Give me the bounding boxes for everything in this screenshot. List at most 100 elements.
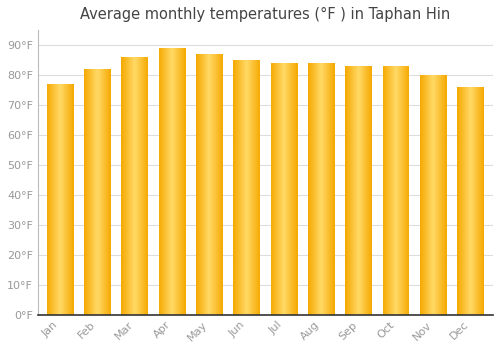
Bar — [245, 60, 246, 315]
Bar — [167, 48, 168, 315]
Bar — [109, 69, 110, 315]
Bar — [242, 60, 244, 315]
Bar — [59, 84, 60, 315]
Bar — [408, 66, 409, 315]
Bar — [284, 63, 285, 315]
Bar — [278, 63, 280, 315]
Bar — [295, 63, 296, 315]
Bar — [173, 48, 174, 315]
Bar — [434, 75, 436, 315]
Bar — [66, 84, 67, 315]
Bar — [219, 54, 220, 315]
Bar — [129, 57, 130, 315]
Bar — [58, 84, 59, 315]
Bar — [396, 66, 398, 315]
Bar — [215, 54, 216, 315]
Bar — [445, 75, 446, 315]
Bar — [249, 60, 250, 315]
Bar — [480, 87, 482, 315]
Bar — [466, 87, 468, 315]
Bar — [297, 63, 298, 315]
Bar — [175, 48, 176, 315]
Bar — [316, 63, 318, 315]
Bar — [73, 84, 74, 315]
Bar — [470, 87, 472, 315]
Bar — [100, 69, 101, 315]
Bar — [99, 69, 100, 315]
Bar — [388, 66, 390, 315]
Bar — [92, 69, 93, 315]
Bar — [366, 66, 367, 315]
Bar — [145, 57, 146, 315]
Bar — [143, 57, 144, 315]
Bar — [55, 84, 56, 315]
Bar — [288, 63, 289, 315]
Bar — [142, 57, 143, 315]
Bar — [382, 66, 384, 315]
Bar — [57, 84, 58, 315]
Bar — [483, 87, 484, 315]
Bar — [71, 84, 72, 315]
Bar — [198, 54, 200, 315]
Bar — [251, 60, 252, 315]
Bar — [292, 63, 293, 315]
Bar — [420, 75, 422, 315]
Bar — [460, 87, 462, 315]
Bar — [458, 87, 459, 315]
Bar — [247, 60, 248, 315]
Bar — [398, 66, 400, 315]
Bar — [364, 66, 365, 315]
Bar — [220, 54, 221, 315]
Bar — [312, 63, 314, 315]
Bar — [49, 84, 50, 315]
Bar — [136, 57, 137, 315]
Bar — [294, 63, 295, 315]
Bar — [478, 87, 480, 315]
Bar — [257, 60, 258, 315]
Bar — [370, 66, 371, 315]
Bar — [432, 75, 434, 315]
Bar — [436, 75, 438, 315]
Bar — [70, 84, 71, 315]
Bar — [181, 48, 182, 315]
Bar — [139, 57, 140, 315]
Bar — [400, 66, 402, 315]
Bar — [56, 84, 57, 315]
Bar — [244, 60, 245, 315]
Bar — [101, 69, 102, 315]
Bar — [331, 63, 332, 315]
Bar — [179, 48, 180, 315]
Bar — [216, 54, 217, 315]
Bar — [84, 69, 86, 315]
Bar — [53, 84, 54, 315]
Bar — [185, 48, 186, 315]
Bar — [314, 63, 316, 315]
Bar — [133, 57, 134, 315]
Bar — [207, 54, 208, 315]
Bar — [476, 87, 478, 315]
Bar — [330, 63, 331, 315]
Bar — [105, 69, 106, 315]
Bar — [254, 60, 255, 315]
Bar — [406, 66, 407, 315]
Bar — [200, 54, 202, 315]
Bar — [285, 63, 286, 315]
Bar — [409, 66, 410, 315]
Bar — [468, 87, 469, 315]
Bar — [87, 69, 88, 315]
Bar — [140, 57, 141, 315]
Bar — [209, 54, 210, 315]
Bar — [221, 54, 222, 315]
Bar — [386, 66, 388, 315]
Bar — [94, 69, 95, 315]
Bar — [258, 60, 259, 315]
Bar — [147, 57, 148, 315]
Bar — [346, 66, 348, 315]
Bar — [290, 63, 291, 315]
Bar — [428, 75, 430, 315]
Bar — [69, 84, 70, 315]
Bar — [162, 48, 164, 315]
Bar — [183, 48, 184, 315]
Bar — [174, 48, 175, 315]
Bar — [259, 60, 260, 315]
